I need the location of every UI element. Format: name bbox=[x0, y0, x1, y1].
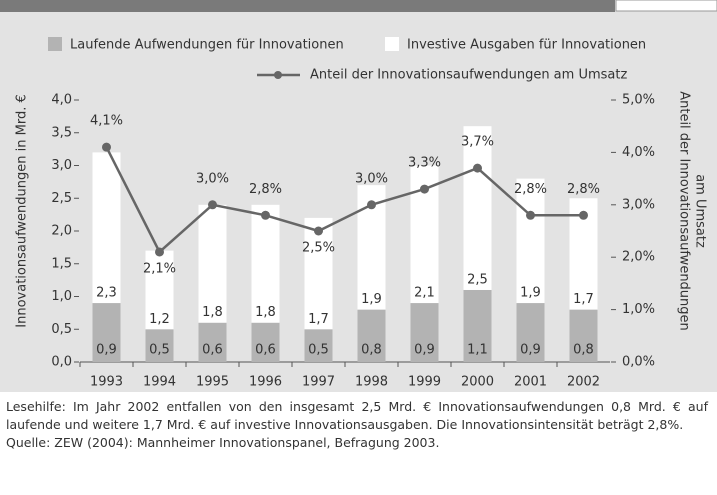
value-label: 1,8 bbox=[202, 305, 223, 320]
value-label: 0,8 bbox=[361, 343, 382, 358]
bar-segment bbox=[516, 303, 545, 362]
x-tick-label: 2002 bbox=[567, 375, 600, 390]
value-label: 0,9 bbox=[414, 343, 435, 358]
value-label: 1,7 bbox=[573, 292, 594, 307]
source: Quelle: ZEW (2004): Mannheimer Innovatio… bbox=[6, 435, 440, 450]
value-label: 1,9 bbox=[361, 292, 382, 307]
line-marker bbox=[102, 142, 111, 152]
bar-segment bbox=[463, 126, 492, 290]
y-tick-label: 0,0 bbox=[51, 355, 72, 370]
legend-label: Laufende Aufwendungen für Innovationen bbox=[70, 38, 344, 53]
y2-axis-label: Anteil der Innovationsaufwendungen bbox=[677, 91, 692, 331]
x-tick-label: 1997 bbox=[302, 375, 335, 390]
value-label: 2,5 bbox=[467, 272, 488, 287]
line-label: 3,0% bbox=[355, 171, 388, 186]
bar-segment bbox=[198, 204, 227, 323]
x-tick-label: 1993 bbox=[90, 375, 123, 390]
x-tick-label: 1994 bbox=[143, 375, 176, 390]
notes: Lesehilfe: Im Jahr 2002 entfallen von de… bbox=[6, 398, 708, 452]
bar-segment bbox=[304, 217, 333, 330]
legend-label: Anteil der Innovationsaufwendungen am Um… bbox=[310, 68, 627, 83]
value-label: 1,1 bbox=[467, 343, 488, 358]
x-tick-label: 2001 bbox=[514, 375, 547, 390]
line-label: 2,1% bbox=[143, 261, 176, 276]
value-label: 1,7 bbox=[308, 312, 329, 327]
y-tick-label: 2,5 bbox=[51, 191, 72, 206]
line-marker bbox=[155, 247, 164, 257]
x-tick-label: 2000 bbox=[461, 375, 494, 390]
legend-swatch bbox=[48, 37, 62, 51]
value-label: 0,6 bbox=[202, 343, 223, 358]
y2-tick-label: 2,0% bbox=[622, 250, 655, 265]
y-tick-label: 1,0 bbox=[51, 289, 72, 304]
line-label: 3,0% bbox=[196, 171, 229, 186]
line-marker bbox=[367, 200, 376, 210]
chart: Laufende Aufwendungen für Innovationen In… bbox=[0, 0, 717, 392]
y2-tick-label: 0,0% bbox=[622, 355, 655, 370]
y-tick-label: 1,5 bbox=[51, 256, 72, 271]
bar-segment bbox=[569, 309, 598, 362]
header-strip bbox=[0, 0, 615, 12]
line-label: 4,1% bbox=[90, 114, 123, 129]
x-tick-label: 1998 bbox=[355, 375, 388, 390]
bar-segment bbox=[251, 322, 280, 362]
value-label: 0,5 bbox=[308, 343, 329, 358]
y-tick-label: 3,5 bbox=[51, 125, 72, 140]
y-axis-label: Innovationsaufwendungen in Mrd. € bbox=[15, 94, 30, 327]
bar-segment bbox=[304, 329, 333, 362]
bar-segment bbox=[145, 250, 174, 330]
value-label: 0,6 bbox=[255, 343, 276, 358]
y2-tick-label: 4,0% bbox=[622, 145, 655, 160]
bar-segment bbox=[516, 178, 545, 304]
legend-swatch bbox=[385, 37, 399, 51]
value-label: 0,9 bbox=[520, 343, 541, 358]
line-label: 3,3% bbox=[408, 156, 441, 171]
line-marker bbox=[473, 163, 482, 173]
line-marker bbox=[261, 210, 270, 220]
value-label: 1,2 bbox=[149, 312, 170, 327]
header-box bbox=[615, 0, 717, 12]
bar-segment bbox=[145, 329, 174, 362]
value-label: 2,1 bbox=[414, 286, 435, 301]
value-label: 0,8 bbox=[573, 343, 594, 358]
x-tick-label: 1996 bbox=[249, 375, 282, 390]
bar-segment bbox=[92, 152, 121, 304]
value-label: 1,9 bbox=[520, 286, 541, 301]
y-tick-label: 3,0 bbox=[51, 158, 72, 173]
y-tick-label: 4,0 bbox=[51, 93, 72, 108]
y2-tick-label: 1,0% bbox=[622, 302, 655, 317]
value-label: 0,9 bbox=[96, 343, 117, 358]
x-tick-label: 1999 bbox=[408, 375, 441, 390]
value-label: 0,5 bbox=[149, 343, 170, 358]
y-tick-label: 2,0 bbox=[51, 224, 72, 239]
bar-segment bbox=[251, 204, 280, 323]
bar-segment bbox=[198, 322, 227, 362]
bar-segment bbox=[463, 289, 492, 362]
y2-axis-label: am Umsatz bbox=[693, 174, 708, 248]
legend-label: Investive Ausgaben für Innovationen bbox=[407, 38, 646, 53]
line-marker bbox=[314, 226, 323, 236]
value-label: 2,3 bbox=[96, 286, 117, 301]
bar-segment bbox=[410, 303, 439, 362]
y2-tick-label: 3,0% bbox=[622, 197, 655, 212]
y2-tick-label: 5,0% bbox=[622, 93, 655, 108]
bar-segment bbox=[92, 303, 121, 362]
line-label: 2,8% bbox=[514, 182, 547, 197]
line bbox=[105, 146, 584, 254]
line-marker bbox=[208, 200, 217, 210]
value-label: 1,8 bbox=[255, 305, 276, 320]
line-marker bbox=[420, 184, 429, 194]
caption: Lesehilfe: Im Jahr 2002 entfallen von de… bbox=[6, 399, 708, 432]
line-marker bbox=[579, 210, 588, 220]
legend-marker bbox=[274, 71, 282, 79]
line-marker bbox=[526, 210, 535, 220]
line-label: 2,5% bbox=[302, 241, 335, 256]
y-tick-label: 0,5 bbox=[51, 322, 72, 337]
x-tick-label: 1995 bbox=[196, 375, 229, 390]
line-label: 2,8% bbox=[249, 182, 282, 197]
line-label: 2,8% bbox=[567, 182, 600, 197]
bar-segment bbox=[357, 309, 386, 362]
line-label: 3,7% bbox=[461, 135, 494, 150]
